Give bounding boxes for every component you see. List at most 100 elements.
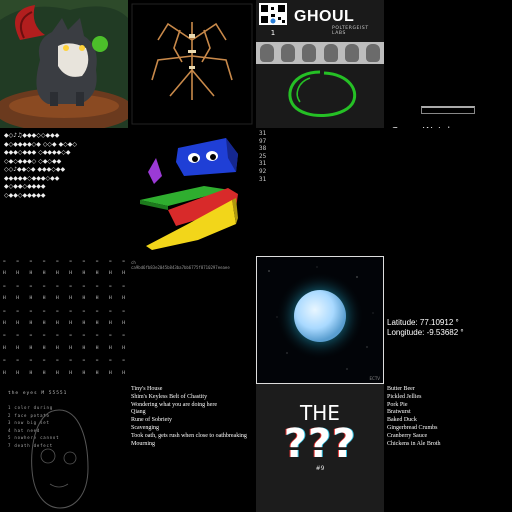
grid-cell: =	[109, 308, 112, 314]
grid-cell: H	[42, 345, 46, 351]
grid-cell: =	[16, 358, 19, 364]
grid-cell: H	[29, 271, 33, 277]
grid-cell: =	[42, 333, 46, 339]
grid-cell: =	[82, 308, 86, 314]
grid-cell: H	[109, 271, 112, 277]
grid-cell: =	[42, 358, 46, 364]
longitude-readout: Longitude: -9.53682 °	[387, 328, 464, 337]
grid-cell: =	[42, 259, 46, 264]
grid-cell: H	[109, 345, 112, 351]
grid-cell: H	[95, 370, 99, 376]
glyph-line: ◇◆◇◆◆◆◇ ◇◆◇◆◆	[4, 157, 62, 165]
grid-cell: H	[56, 321, 59, 327]
grid-cell: =	[109, 358, 112, 364]
egg-face-tile: the eyes M 55551 1 color during 2 face p…	[0, 384, 128, 512]
grid-cell: H	[56, 296, 59, 302]
grid-cell: =	[56, 308, 59, 314]
egg-list-item: 7 death defect	[8, 442, 53, 448]
colored-blocks-picture	[140, 138, 238, 250]
grid-cell: =	[3, 259, 6, 264]
latitude-readout: Latitude: 77.10912 °	[387, 318, 459, 327]
number-column-tile: 31 97 38 25 31 92 31	[256, 128, 384, 256]
ghoul-logo: GHOUL	[294, 8, 355, 25]
grid-cell: =	[3, 333, 6, 339]
grid-cell: H	[16, 345, 19, 351]
grid-cell: H	[82, 370, 86, 376]
ghoul-subtitle: POLTERGEIST LABS	[332, 26, 369, 36]
face-photo	[366, 44, 381, 62]
grid-cell: =	[42, 283, 46, 289]
face-photo	[302, 44, 317, 62]
grid-cell: H	[95, 296, 99, 302]
empty-tile	[384, 128, 512, 256]
grid-cell: =	[95, 358, 99, 364]
face-photo	[259, 44, 274, 62]
list-item: Gingerbread Crumbs	[387, 424, 438, 431]
grid-cell: H	[29, 345, 33, 351]
ghoul-card: 1 GHOUL POLTERGEIST LABS	[256, 0, 384, 128]
grid-cell: =	[56, 333, 59, 339]
symbol-grid-tile: = = = = = = = = = = H H H H H H H H H H = = = = = = = = = = H H H H H H H…	[0, 256, 128, 384]
grid-cell: H	[82, 321, 86, 327]
grid-cell: H	[29, 296, 33, 302]
grid-cell: H	[69, 271, 72, 277]
face-photo	[344, 44, 359, 62]
grid-cell: H	[3, 321, 6, 327]
glyph-line: ◆◇♪♫◆◆◆◇◇◆◆◆	[4, 132, 60, 139]
egg-list: 1 color during 2 face potato 3 now big s…	[8, 404, 59, 450]
grid-cell: =	[56, 358, 59, 364]
grid-cell: H	[3, 296, 6, 302]
glyph-line: ◆◇◆◆◇◆◆◆◆	[4, 183, 46, 190]
grid-cell: H	[95, 271, 99, 277]
grid-cell: H	[56, 345, 59, 351]
egg-face-icon	[31, 409, 89, 509]
hash-tile: ch ca9bd6fb83e2045b843ba7bb6775f8710297e…	[128, 256, 256, 384]
grid-cell: =	[82, 333, 86, 339]
number-value: 38	[259, 145, 267, 153]
glyph-text-tile: ◆◇♪♫◆◆◆◇◇◆◆◆ ◆◇◆◆◆◆◇◆ ◇◇◆ ◆◇◆◇ ◆◆◆◇◆◆◆ ◇…	[0, 128, 128, 256]
grid-cell: H	[109, 321, 112, 327]
grid-cell: H	[122, 296, 125, 302]
planet-credit: ECTV	[369, 376, 381, 381]
grid-cell: =	[95, 333, 99, 339]
grid-cell: H	[29, 370, 33, 376]
green-ring-icon	[288, 70, 357, 118]
list-item: Took oath, gets rush when close to oathb…	[131, 432, 247, 439]
grid-cell: H	[122, 370, 125, 376]
list-item: Cranberry Sauce	[387, 432, 428, 439]
number-value: 92	[259, 167, 267, 175]
glyph-line: ◆◇◆◆◆◆◇◆ ◇◇◆ ◆◇◆◇	[4, 140, 78, 148]
list-item: Butter Beer	[387, 386, 415, 392]
list-item: Shim's Keyless Belt of Chastity	[131, 393, 208, 400]
number-value: 31	[259, 175, 267, 183]
grid-cell: =	[69, 308, 72, 314]
egg-list-item: 4 hat need	[8, 427, 41, 433]
glyph-line: ◇◇♪◆◆◇◆ ◆◆◆◇◆◆	[4, 166, 66, 173]
planet-tile: ECTV	[256, 256, 384, 384]
grid-cell: H	[16, 370, 19, 376]
grid-cell: H	[69, 296, 72, 302]
planet-picture	[257, 257, 383, 383]
wolf-picture	[0, 0, 128, 128]
grid-cell: H	[42, 271, 46, 277]
grid-cell: =	[95, 259, 99, 264]
grid-row: = = = = = = = = = =	[0, 256, 128, 268]
the-question-cover: THE ??? #9	[256, 384, 384, 512]
wolf-illustration	[0, 0, 128, 128]
grid-cell: H	[82, 296, 86, 302]
grid-cell: =	[29, 259, 33, 264]
grid-cell: =	[122, 358, 125, 364]
grid-cell: =	[3, 358, 6, 364]
grid-cell: H	[95, 345, 99, 351]
cover-title: THE	[300, 401, 340, 425]
qr-code-icon	[259, 3, 287, 25]
grid-cell: =	[122, 308, 125, 314]
hash-label: ch	[131, 260, 136, 265]
grid-cell: =	[109, 283, 112, 289]
crazy-watcher-tile: Crazy Watcher	[384, 0, 512, 140]
grid-cell: =	[3, 283, 6, 289]
grid-cell: H	[122, 345, 125, 351]
